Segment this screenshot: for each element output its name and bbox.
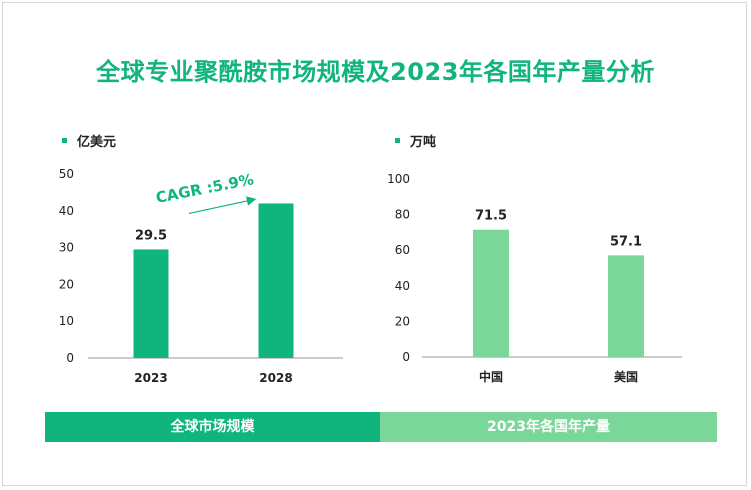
right-category-label: 中国	[479, 369, 503, 384]
right-bar-1	[608, 255, 644, 357]
left-data-label: 29.5	[135, 228, 167, 243]
right-data-label: 57.1	[610, 234, 642, 249]
right-ytick-label: 100	[387, 172, 410, 186]
left-bar-1	[258, 203, 294, 358]
right-category-label: 美国	[614, 369, 638, 384]
left-ytick-label: 20	[59, 277, 74, 291]
right-ytick-label: 60	[395, 243, 410, 257]
left-unit-label: 亿美元	[62, 131, 116, 150]
left-ytick-label: 40	[59, 204, 74, 218]
right-ytick-label: 20	[395, 314, 410, 328]
left-bar-0	[133, 249, 169, 358]
right-ytick-label: 80	[395, 208, 410, 222]
left-unit-text: 亿美元	[77, 135, 117, 150]
cagr-annotation: CAGR :5.9%	[154, 170, 255, 207]
left-chart-band-label: 全球市场规模	[45, 412, 380, 442]
right-unit-text: 万吨	[410, 135, 437, 150]
left-ytick-label: 30	[59, 241, 74, 255]
right-bar-0	[473, 229, 509, 357]
chart-title: 全球专业聚酰胺市场规模及2023年各国年产量分析	[96, 58, 655, 86]
right-bar-chart: 0 20 40 60 80 100 中国 71.5 美国 57.1	[387, 172, 682, 384]
left-category-label: 2023	[134, 371, 167, 385]
left-ytick-label: 10	[59, 314, 74, 328]
right-chart-band-label: 2023年各国年产量	[380, 412, 717, 442]
right-ytick-label: 0	[402, 350, 410, 364]
right-data-label: 71.5	[475, 209, 507, 224]
cagr-arrow	[188, 196, 257, 215]
bullet-icon	[395, 138, 400, 143]
left-ytick-label: 50	[59, 167, 74, 181]
left-bar-chart: 0 10 20 30 40 50 2023 29.5 2028 CAGR :5.9%	[59, 167, 343, 385]
left-category-label: 2028	[259, 371, 292, 385]
right-ytick-label: 40	[395, 279, 410, 293]
figure-frame	[2, 2, 747, 486]
right-unit-label: 万吨	[395, 131, 436, 150]
bullet-icon	[62, 138, 67, 143]
left-ytick-label: 0	[66, 351, 74, 365]
